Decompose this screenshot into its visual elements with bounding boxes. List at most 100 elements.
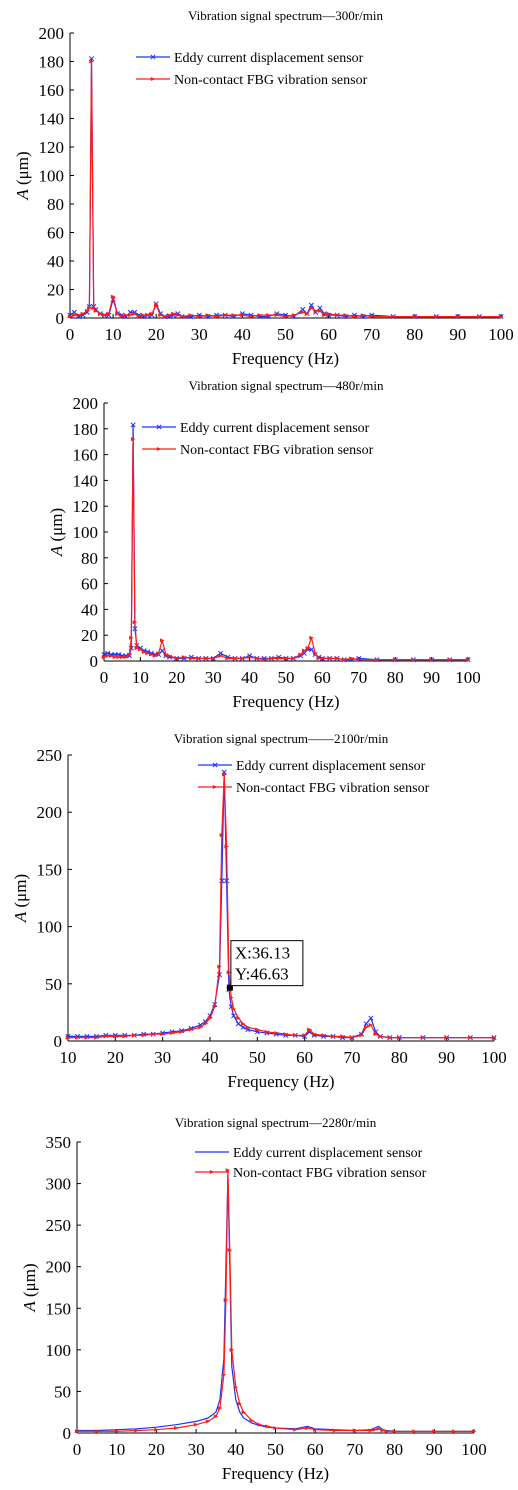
x-tick-label: 10 bbox=[108, 1440, 125, 1459]
data-point bbox=[179, 314, 185, 319]
data-point bbox=[330, 1034, 336, 1039]
data-point bbox=[232, 656, 238, 661]
data-point bbox=[429, 657, 434, 662]
data-point bbox=[169, 1030, 175, 1035]
y-tick-label: 140 bbox=[39, 110, 65, 129]
data-point bbox=[233, 1385, 239, 1390]
data-point bbox=[113, 1034, 118, 1039]
legend-marker bbox=[150, 77, 156, 81]
data-point bbox=[313, 1427, 318, 1432]
x-tick-label: 80 bbox=[406, 325, 423, 344]
data-point bbox=[477, 314, 482, 319]
data-point bbox=[257, 313, 263, 318]
x-tick-label: 60 bbox=[320, 325, 337, 344]
y-axis-label: A (μm) bbox=[20, 1263, 39, 1312]
data-point bbox=[110, 294, 116, 299]
data-point bbox=[160, 1032, 166, 1037]
y-axis-unit: (μm) bbox=[11, 874, 30, 912]
legend-label: Eddy current displacement sensor bbox=[233, 1146, 423, 1161]
x-axis-label: Frequency (Hz) bbox=[227, 1072, 334, 1091]
x-tick-label: 90 bbox=[423, 668, 440, 687]
data-point bbox=[145, 313, 150, 318]
data-point bbox=[393, 657, 398, 662]
y-tick-label: 100 bbox=[37, 918, 63, 937]
data-point bbox=[269, 656, 274, 661]
y-tick-label: 200 bbox=[46, 1258, 72, 1277]
legend-label: Eddy current displacement sensor bbox=[174, 51, 364, 66]
data-point bbox=[75, 1035, 80, 1040]
legend-marker bbox=[156, 447, 162, 451]
data-point bbox=[255, 1027, 260, 1032]
y-tick-label: 0 bbox=[63, 1424, 72, 1443]
data-point bbox=[119, 314, 125, 319]
data-point bbox=[360, 313, 366, 318]
data-point bbox=[332, 1428, 338, 1433]
data-point bbox=[368, 1022, 374, 1027]
series-line-2 bbox=[77, 1169, 474, 1432]
data-point bbox=[218, 653, 223, 658]
data-point bbox=[151, 1032, 156, 1037]
x-tick-label: 50 bbox=[278, 668, 295, 687]
data-point bbox=[311, 1032, 317, 1037]
data-point bbox=[412, 1429, 417, 1434]
data-point bbox=[211, 656, 216, 661]
legend-label: Eddy current displacement sensor bbox=[180, 421, 370, 436]
y-tick-label: 180 bbox=[39, 53, 65, 72]
legend-marker bbox=[150, 54, 156, 60]
data-point bbox=[84, 1035, 90, 1040]
y-axis-variable: A bbox=[13, 189, 32, 201]
data-point bbox=[223, 1297, 229, 1302]
data-point bbox=[72, 313, 77, 318]
x-tick-label: 40 bbox=[227, 1440, 244, 1459]
data-point bbox=[116, 655, 121, 660]
data-point bbox=[136, 314, 142, 319]
data-point bbox=[391, 314, 396, 319]
data-point bbox=[305, 646, 311, 651]
x-axis-label: Frequency (Hz) bbox=[222, 1464, 329, 1483]
y-tick-label: 80 bbox=[81, 549, 98, 568]
data-point bbox=[455, 314, 461, 319]
data-point bbox=[245, 1025, 251, 1030]
data-point bbox=[188, 1027, 194, 1032]
data-point bbox=[205, 313, 211, 318]
data-point bbox=[103, 1034, 109, 1039]
data-point bbox=[167, 653, 172, 658]
x-tick-label: 100 bbox=[461, 1440, 487, 1459]
data-point bbox=[132, 1033, 137, 1038]
legend-marker bbox=[156, 424, 162, 430]
datatip-box bbox=[230, 940, 304, 987]
y-tick-label: 300 bbox=[46, 1175, 72, 1194]
x-tick-label: 20 bbox=[168, 668, 185, 687]
data-point bbox=[163, 652, 169, 657]
data-point bbox=[373, 1032, 379, 1037]
x-tick-label: 10 bbox=[132, 668, 149, 687]
data-point bbox=[221, 1372, 227, 1377]
data-point bbox=[298, 652, 303, 657]
series-markers-2 bbox=[65, 772, 497, 1040]
datatip-y-label: Y:46.63 bbox=[235, 965, 289, 984]
data-point bbox=[359, 1033, 364, 1038]
data-point bbox=[225, 1168, 231, 1173]
legend-marker bbox=[209, 1170, 215, 1174]
y-tick-label: 180 bbox=[73, 420, 99, 439]
data-point bbox=[273, 1426, 278, 1431]
data-point bbox=[498, 314, 504, 319]
x-tick-label: 0 bbox=[100, 668, 109, 687]
data-point bbox=[468, 1035, 473, 1040]
x-tick-label: 40 bbox=[202, 1048, 219, 1067]
x-tick-label: 50 bbox=[249, 1048, 266, 1067]
data-point bbox=[274, 1030, 279, 1035]
data-point bbox=[491, 1035, 497, 1040]
chart-title: Vibration signal spectrum——2100r/min bbox=[174, 731, 389, 746]
y-axis-label: A (μm) bbox=[13, 151, 32, 200]
data-point bbox=[226, 970, 232, 975]
x-tick-label: 70 bbox=[363, 325, 380, 344]
series-line-2 bbox=[103, 438, 468, 661]
data-point bbox=[149, 311, 155, 316]
data-point bbox=[101, 655, 107, 660]
data-point bbox=[193, 1422, 199, 1427]
chart-panel-2: Vibration signal spectrum—480r/min 0 20 40 6… bbox=[47, 378, 481, 711]
data-point bbox=[141, 1033, 147, 1038]
data-point bbox=[368, 1428, 374, 1433]
